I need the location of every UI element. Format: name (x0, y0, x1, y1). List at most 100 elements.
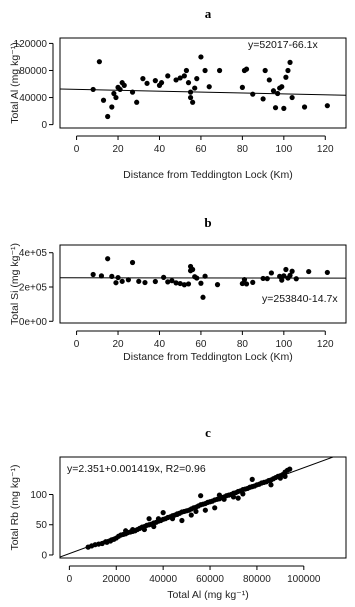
data-point (141, 526, 147, 533)
data-point (260, 275, 266, 282)
data-point (301, 104, 308, 110)
x-tick-label: 80 (237, 339, 249, 350)
data-point (185, 281, 192, 287)
data-point (193, 508, 199, 515)
data-point (198, 280, 204, 286)
data-point (324, 269, 330, 276)
data-point (90, 86, 96, 93)
data-point (117, 86, 123, 93)
data-point (100, 97, 107, 103)
data-point (202, 507, 208, 513)
y-tick-label: 120000 (14, 39, 48, 50)
x-tick-label: 100 (275, 144, 292, 155)
data-point (169, 516, 176, 522)
data-point (306, 268, 312, 275)
data-point (119, 278, 125, 284)
chart-panel-c: c 0 20000 40000 60000 80000 100000 0 50 100 Total … (9, 425, 347, 601)
data-point (283, 74, 289, 80)
data-point (142, 279, 148, 286)
data-point (241, 277, 248, 283)
plot-frame (59, 37, 347, 129)
data-point (206, 84, 212, 90)
data-point (289, 94, 295, 101)
data-point (98, 273, 105, 279)
data-point (264, 276, 270, 282)
data-point (198, 54, 204, 60)
data-point (190, 266, 196, 273)
data-point (243, 66, 250, 72)
x-tick-label: 100000 (287, 574, 321, 585)
equation-annotation: y=253840-14.7x (262, 293, 338, 305)
y-tick-label: 80000 (19, 66, 47, 77)
data-point (181, 282, 187, 288)
data-point (293, 276, 299, 282)
data-point (169, 278, 175, 284)
data-point (125, 277, 131, 283)
data-point (152, 278, 158, 285)
data-point (272, 105, 279, 111)
y-axis-label: Total Al (mg kg⁻¹) (9, 42, 21, 123)
data-point (96, 59, 102, 65)
data-point (279, 277, 285, 283)
data-point (90, 271, 96, 278)
data-point (181, 73, 187, 79)
data-point (109, 104, 115, 110)
data-point (221, 496, 227, 502)
data-point (200, 294, 206, 300)
data-point (275, 90, 281, 97)
data-point (262, 67, 268, 74)
data-point (190, 99, 196, 105)
data-point (279, 84, 285, 90)
data-point (109, 273, 115, 279)
y-tick-label: 0e+00 (19, 317, 48, 328)
data-point (202, 273, 208, 279)
data-point (289, 268, 295, 274)
data-point (111, 90, 117, 97)
y-tick-label: 2e+05 (19, 283, 48, 294)
data-point (287, 59, 293, 65)
y-tick-label: 0 (41, 120, 47, 131)
x-tick-label: 40 (154, 339, 166, 350)
data-point (144, 80, 150, 86)
equation-annotation: y=52017-66.1x (248, 39, 319, 51)
data-point (177, 75, 183, 81)
data-point (214, 282, 221, 288)
y-axis-label: Total Si (mg kg⁻¹) (9, 243, 21, 325)
data-point (216, 492, 223, 498)
data-point (146, 516, 152, 522)
data-point (177, 280, 183, 287)
data-point (250, 91, 256, 97)
x-axis-label: Distance from Teddington Lock (Km) (123, 169, 293, 181)
chart-panel-a: a 0 20 40 60 80 100 120 0 40000 80000 120000 Distanc… (9, 6, 347, 181)
data-point (240, 491, 246, 497)
data-point (198, 493, 204, 499)
data-point (173, 77, 179, 83)
y-tick-label: 100 (30, 490, 47, 501)
data-point (277, 475, 283, 481)
data-point (113, 94, 119, 101)
x-tick-label: 0 (74, 144, 80, 155)
x-tick-label: 20000 (102, 574, 130, 585)
data-point (113, 280, 119, 286)
data-point (136, 278, 142, 284)
data-point (187, 89, 194, 95)
data-point (134, 99, 140, 105)
x-axis-label: Distance from Teddington Lock (Km) (123, 351, 293, 363)
x-tick-label: 80000 (243, 574, 271, 585)
data-point (268, 270, 274, 276)
data-point (281, 105, 287, 111)
data-point (283, 266, 289, 273)
data-point (129, 89, 136, 95)
data-point (155, 516, 162, 522)
data-point (152, 78, 158, 84)
data-point (105, 256, 111, 262)
data-point (239, 280, 245, 287)
data-point (173, 280, 179, 286)
data-point (105, 113, 111, 120)
y-tick-label: 50 (36, 520, 48, 531)
panel-letter: c (205, 425, 211, 440)
data-point (174, 511, 180, 517)
data-point (268, 482, 274, 488)
data-layer (60, 457, 335, 558)
data-point (188, 512, 194, 518)
